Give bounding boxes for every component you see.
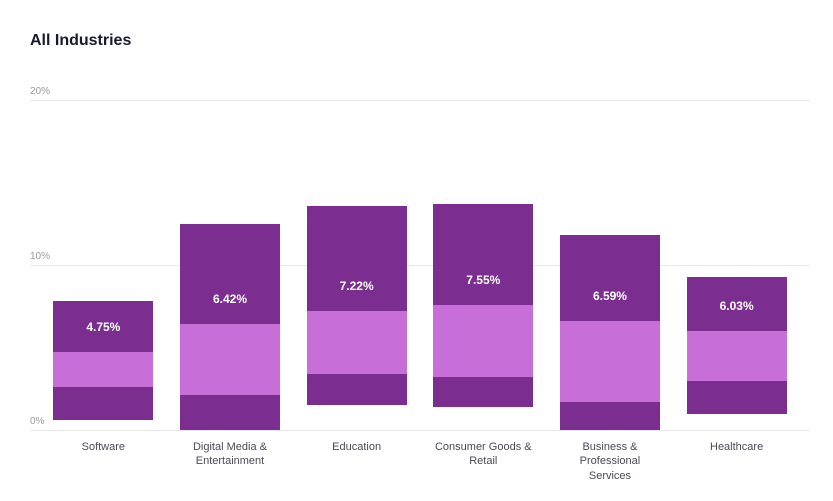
y-tick-label: 20% bbox=[30, 86, 50, 97]
x-tick-label: Digital Media & Entertainment bbox=[180, 440, 280, 483]
bar-group: 6.42% bbox=[180, 100, 280, 430]
bar-front bbox=[53, 352, 153, 387]
bar-value-label: 7.55% bbox=[433, 273, 533, 287]
bar-value-label: 6.59% bbox=[560, 289, 660, 303]
chart-title: All Industries bbox=[30, 32, 131, 50]
bar-back bbox=[307, 206, 407, 406]
bar-front bbox=[560, 321, 660, 402]
bar-front bbox=[180, 324, 280, 395]
x-tick-label: Consumer Goods & Retail bbox=[433, 440, 533, 483]
bar-group: 6.59% bbox=[560, 100, 660, 430]
bar-value-label: 4.75% bbox=[53, 320, 153, 334]
bar-group: 7.55% bbox=[433, 100, 533, 430]
x-tick-label: Software bbox=[53, 440, 153, 483]
bar-front bbox=[307, 311, 407, 374]
bar-front bbox=[687, 331, 787, 381]
bar-group: 4.75% bbox=[53, 100, 153, 430]
bar-front bbox=[433, 305, 533, 377]
plot-area: 0%10%20% 4.75%6.42%7.22%7.55%6.59%6.03% bbox=[30, 100, 810, 430]
bar-group: 6.03% bbox=[687, 100, 787, 430]
bar-value-label: 7.22% bbox=[307, 279, 407, 293]
bars-container: 4.75% 6.42% 7.22% 7.55% 6.59% 6.03% bbox=[30, 100, 810, 430]
bar-value-label: 6.03% bbox=[687, 299, 787, 313]
x-axis-labels: Software Digital Media & Entertainment Edu… bbox=[30, 440, 810, 483]
bar-group: 7.22% bbox=[307, 100, 407, 430]
grid-line bbox=[30, 430, 810, 431]
x-tick-label: Business & Professional Services bbox=[560, 440, 660, 483]
x-tick-label: Education bbox=[307, 440, 407, 483]
x-tick-label: Healthcare bbox=[687, 440, 787, 483]
bar-value-label: 6.42% bbox=[180, 292, 280, 306]
